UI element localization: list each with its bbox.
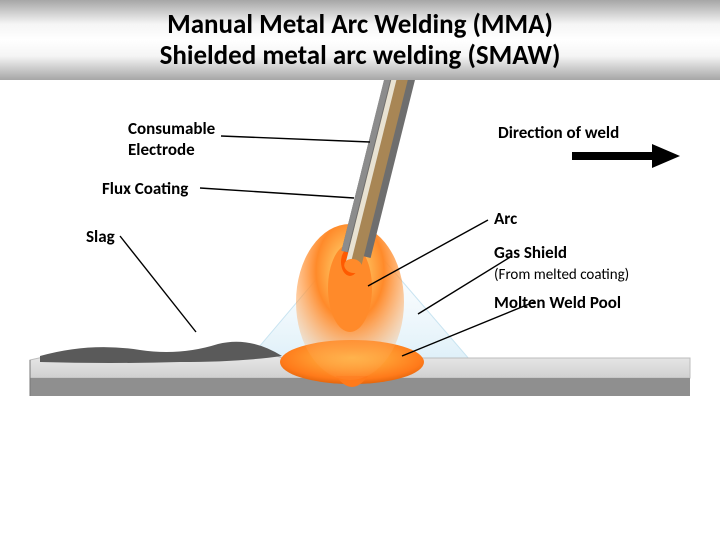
page-title: Manual Metal Arc Welding (MMA) Shielded … [160,9,561,71]
label-arc: Arc [494,208,517,229]
title-line2: Shielded metal arc welding (SMAW) [160,39,561,72]
direction-arrow-icon [572,144,680,168]
label-molten-pool: Molten Weld Pool [494,292,621,313]
welding-diagram: Consumable Electrode Flux Coating Slag D… [0,80,720,540]
label-slag: Slag [86,226,115,247]
title-line1: Manual Metal Arc Welding (MMA) [167,8,553,41]
label-direction: Direction of weld [498,122,619,143]
label-flux-coating: Flux Coating [102,178,188,199]
slag-layer [40,342,282,363]
label-gas-shield: Gas Shield (From melted coating) [494,242,629,284]
label-consumable-electrode: Consumable Electrode [128,118,215,160]
label-gas-shield-sub: (From melted coating) [494,266,629,284]
title-band: Manual Metal Arc Welding (MMA) Shielded … [0,0,720,80]
